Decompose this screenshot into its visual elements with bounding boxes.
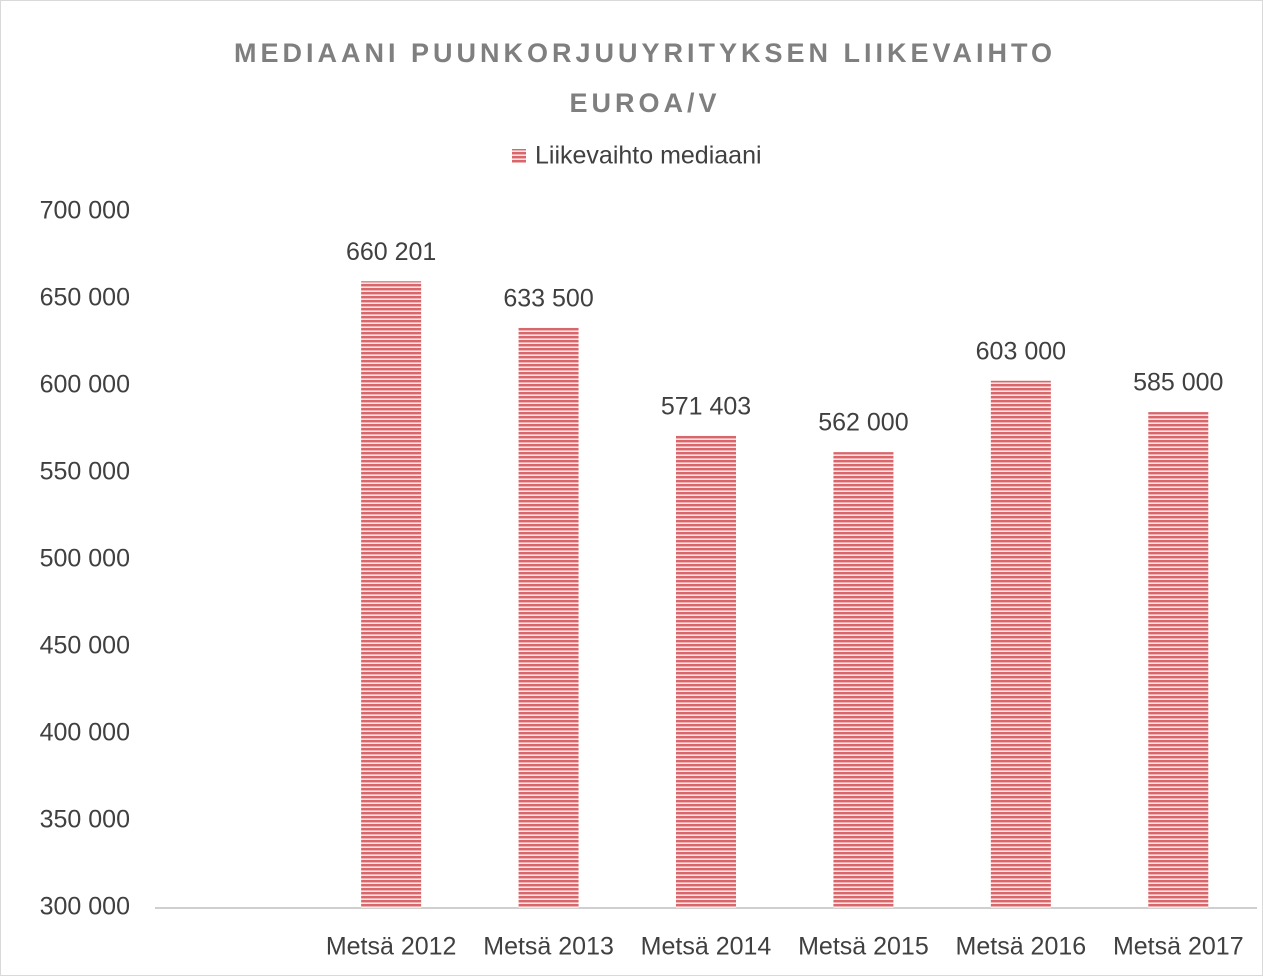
data-label: 585 000: [1133, 369, 1223, 397]
legend-swatch: [512, 149, 526, 163]
x-tick-label: Metsä 2015: [798, 933, 929, 961]
bar: [361, 281, 422, 909]
y-tick-label: 700 000: [40, 197, 130, 225]
bar: [833, 452, 894, 908]
x-tick-label: Metsä 2017: [1113, 933, 1244, 961]
y-tick-label: 450 000: [40, 632, 130, 660]
x-tick-label: Metsä 2012: [326, 933, 457, 961]
bar: [676, 435, 736, 908]
bar: [990, 380, 1051, 908]
y-tick-label: 500 000: [40, 545, 130, 573]
data-label: 633 500: [503, 284, 593, 312]
y-tick-label: 300 000: [40, 893, 130, 921]
bar: [518, 327, 579, 909]
bar: [1148, 412, 1209, 908]
y-tick-label: 550 000: [40, 458, 130, 486]
x-tick-label: Metsä 2016: [956, 933, 1087, 961]
y-tick-label: 600 000: [40, 371, 130, 399]
data-label: 603 000: [976, 337, 1066, 365]
chart-title: MEDIAANI PUUNKORJUUYRITYKSEN LIIKEVAIHTO…: [233, 38, 1057, 118]
y-tick-label: 650 000: [40, 284, 130, 312]
data-label: 571 403: [661, 392, 751, 420]
y-tick-label: 350 000: [40, 806, 130, 834]
x-tick-label: Metsä 2014: [641, 933, 772, 961]
legend-label: Liikevaihto mediaani: [535, 142, 762, 170]
x-tick-label: Metsä 2013: [483, 933, 614, 961]
data-label: 562 000: [818, 409, 908, 437]
y-tick-label: 400 000: [40, 719, 130, 747]
data-label: 660 201: [346, 238, 436, 266]
